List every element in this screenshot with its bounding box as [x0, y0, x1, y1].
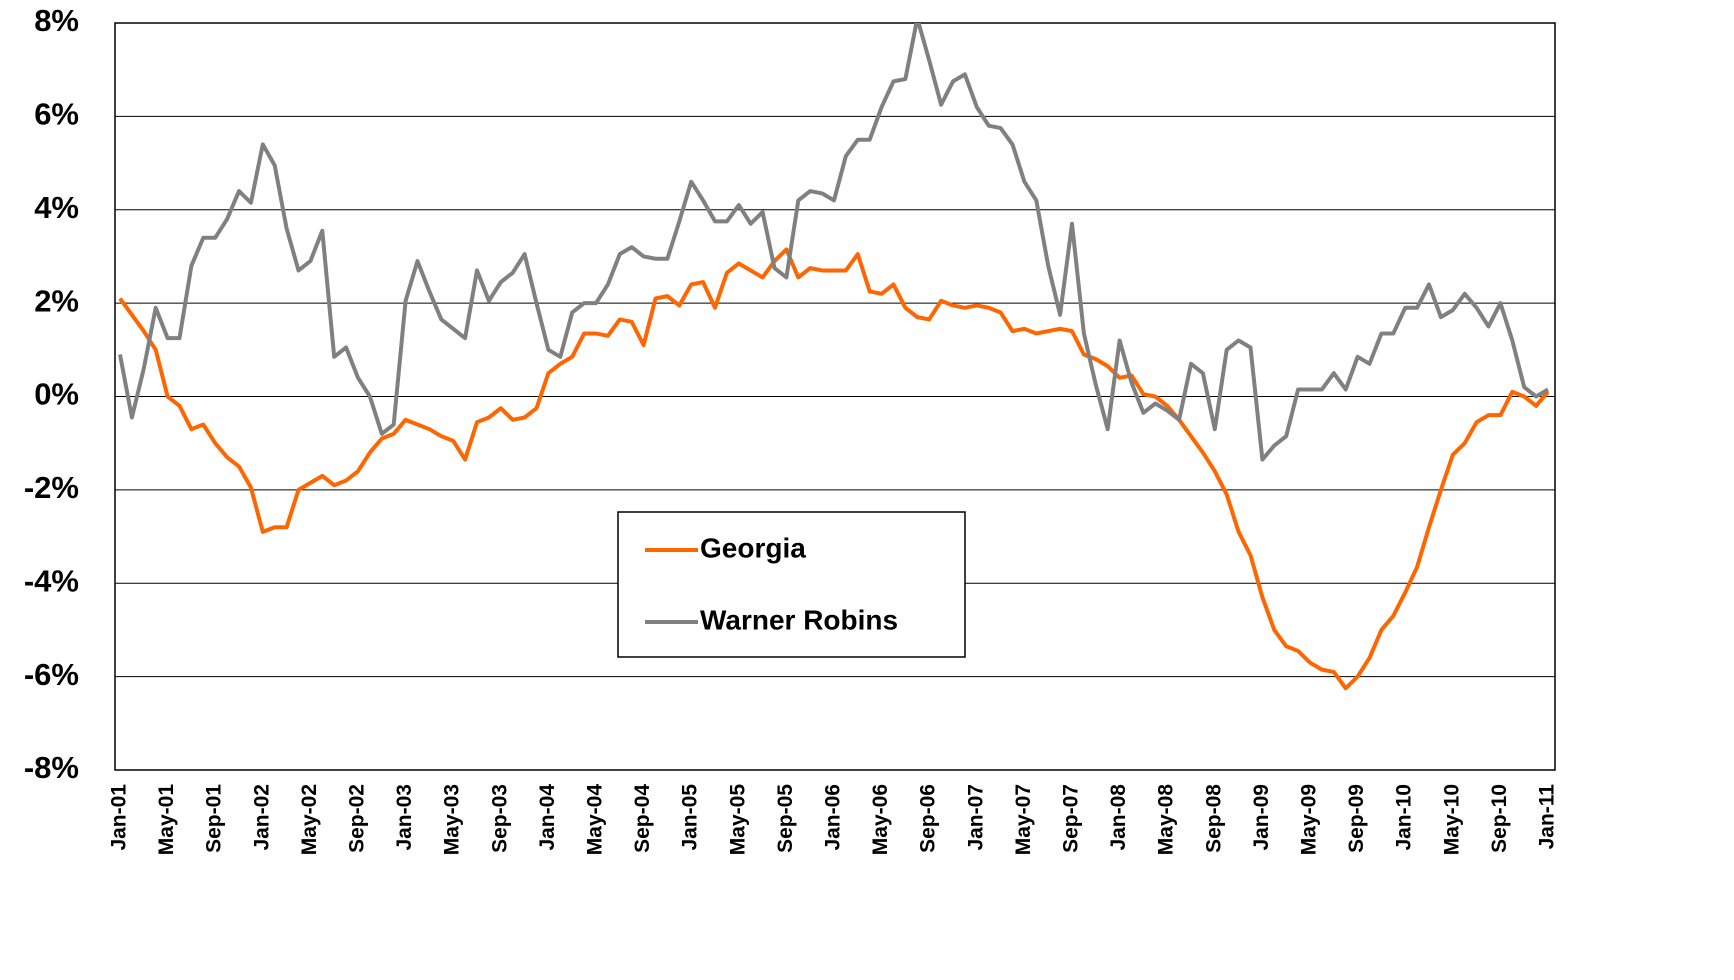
x-tick-label: Jan-08: [1107, 784, 1130, 851]
x-tick-label: Jan-06: [822, 784, 845, 851]
x-tick-label: Jan-09: [1250, 784, 1273, 851]
y-tick-label: 6%: [34, 97, 79, 132]
y-tick-label: 0%: [34, 377, 79, 412]
x-tick-label: Sep-02: [346, 784, 369, 853]
y-tick-label: 8%: [34, 3, 79, 38]
x-tick-label: Sep-04: [631, 784, 654, 853]
x-tick-label: Sep-03: [488, 784, 511, 853]
x-tick-label: Sep-10: [1488, 784, 1511, 853]
x-tick-label: Jan-10: [1393, 784, 1416, 851]
x-tick-label: Jan-03: [393, 784, 416, 851]
legend-label: Warner Robins: [700, 604, 898, 635]
x-tick-label: Sep-06: [917, 784, 940, 853]
x-tick-label: May-06: [869, 784, 892, 855]
y-tick-label: -8%: [24, 750, 79, 785]
x-tick-label: Jan-11: [1536, 784, 1559, 850]
y-tick-label: 2%: [34, 283, 79, 318]
x-tick-label: May-02: [298, 784, 321, 855]
x-tick-label: Jan-04: [536, 784, 559, 851]
x-tick-label: Sep-08: [1202, 784, 1225, 853]
x-tick-label: Sep-09: [1345, 784, 1368, 853]
x-tick-label: May-07: [1012, 784, 1035, 855]
x-tick-label: Sep-01: [203, 784, 226, 853]
x-tick-label: May-08: [1155, 784, 1178, 856]
legend-label: Georgia: [700, 532, 806, 563]
x-tick-label: May-09: [1298, 784, 1321, 855]
x-tick-label: Jan-02: [250, 784, 273, 851]
x-tick-label: May-03: [441, 784, 464, 855]
y-tick-label: -2%: [24, 470, 79, 505]
x-tick-label: Jan-01: [108, 784, 131, 851]
y-tick-label: -4%: [24, 563, 79, 598]
y-tick-label: -6%: [24, 657, 79, 692]
x-tick-label: Sep-05: [774, 784, 797, 853]
x-tick-label: Jan-07: [964, 784, 987, 851]
x-tick-label: May-01: [155, 784, 178, 856]
x-tick-label: May-05: [726, 784, 749, 856]
x-tick-label: May-04: [584, 784, 607, 856]
x-tick-label: Sep-07: [1060, 784, 1083, 853]
series-line: [118, 247, 1550, 691]
series-line: [118, 23, 1550, 462]
y-tick-label: 4%: [34, 190, 79, 225]
legend-box: [617, 511, 966, 658]
x-tick-label: Jan-05: [679, 784, 702, 851]
x-tick-label: May-10: [1440, 784, 1463, 855]
